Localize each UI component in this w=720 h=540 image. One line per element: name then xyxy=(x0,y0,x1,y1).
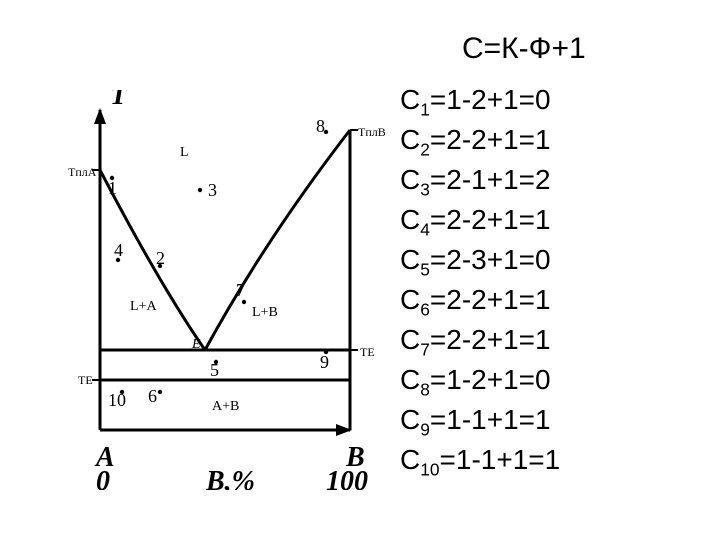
formula-sub-3: 3 xyxy=(420,180,430,200)
point-label-6: 6 xyxy=(148,386,157,406)
stage: TA0B,%100BTплATETплBTELL+AL+BA+BE1384275… xyxy=(0,0,720,540)
region-label-L: L xyxy=(180,145,189,160)
point-label-10: 10 xyxy=(108,390,126,410)
region-label-LA: L+A xyxy=(130,299,157,314)
formula-rhs-5: =2-3+1=0 xyxy=(430,244,551,275)
formula-rhs-4: =2-2+1=1 xyxy=(430,204,551,235)
point-label-2: 2 xyxy=(156,248,165,268)
point-label-1: 1 xyxy=(108,178,117,198)
axis-label-B: B xyxy=(345,442,365,473)
formula-c5: С5=2-3+1=0 xyxy=(400,246,551,274)
point-label-8: 8 xyxy=(316,116,325,136)
formula-rhs-7: =2-2+1=1 xyxy=(430,324,551,355)
formula-sub-1: 1 xyxy=(420,100,430,120)
formula-c3: С3=2-1+1=2 xyxy=(400,166,551,194)
y-axis-arrow-icon xyxy=(94,108,106,124)
region-label-LB: L+B xyxy=(252,305,278,320)
formula-sub-2: 2 xyxy=(420,140,430,160)
axis-label-zero: 0 xyxy=(96,466,110,490)
formula-main: С=К-Ф+1 xyxy=(462,34,586,64)
point-label-5: 5 xyxy=(210,360,219,380)
formula-sub-9: 9 xyxy=(420,420,430,440)
formula-sub-4: 4 xyxy=(420,220,430,240)
phase-diagram: TA0B,%100BTплATETплBTELL+AL+BA+BE1384275… xyxy=(30,90,390,490)
formula-c10: С10=1-1+1=1 xyxy=(400,446,560,474)
point-label-4: 4 xyxy=(114,240,123,260)
axis-label-T: T xyxy=(110,90,129,111)
tick-label-te-right: TE xyxy=(360,345,375,359)
formula-c8: С8=1-2+1=0 xyxy=(400,366,551,394)
point-label-3: 3 xyxy=(208,180,217,200)
region-label-AB: A+B xyxy=(212,399,239,414)
formula-c6: С6=2-2+1=1 xyxy=(400,286,551,314)
tick-label-tma: TплA xyxy=(68,165,97,179)
region-label-E: E xyxy=(191,337,201,352)
formula-c2: С2=2-2+1=1 xyxy=(400,126,551,154)
formula-sub-8: 8 xyxy=(420,380,430,400)
formula-rhs-1: =1-2+1=0 xyxy=(430,84,551,115)
formula-rhs-8: =1-2+1=0 xyxy=(430,364,551,395)
formula-rhs-9: =1-1+1=1 xyxy=(430,404,551,435)
axis-label-B_pct: B,% xyxy=(205,466,255,490)
formula-sub-5: 5 xyxy=(420,260,430,280)
point-dot-7 xyxy=(242,300,246,304)
formula-c7: С7=2-2+1=1 xyxy=(400,326,551,354)
point-dot-6 xyxy=(158,390,162,394)
point-label-7: 7 xyxy=(236,280,245,300)
formula-rhs-10: =1-1+1=1 xyxy=(440,444,561,475)
formula-rhs-2: =2-2+1=1 xyxy=(430,124,551,155)
point-label-9: 9 xyxy=(320,352,329,372)
formula-sub-6: 6 xyxy=(420,300,430,320)
tick-label-te: TE xyxy=(78,373,93,387)
formula-sub-10: 10 xyxy=(420,460,439,480)
point-dot-3 xyxy=(198,188,202,192)
formula-c1: С1=1-2+1=0 xyxy=(400,86,551,114)
formula-sub-7: 7 xyxy=(420,340,430,360)
formula-c4: С4=2-2+1=1 xyxy=(400,206,551,234)
formula-rhs-3: =2-1+1=2 xyxy=(430,164,551,195)
formula-c9: С9=1-1+1=1 xyxy=(400,406,551,434)
tick-label-tmb: TплB xyxy=(358,125,386,139)
formula-rhs-6: =2-2+1=1 xyxy=(430,284,551,315)
